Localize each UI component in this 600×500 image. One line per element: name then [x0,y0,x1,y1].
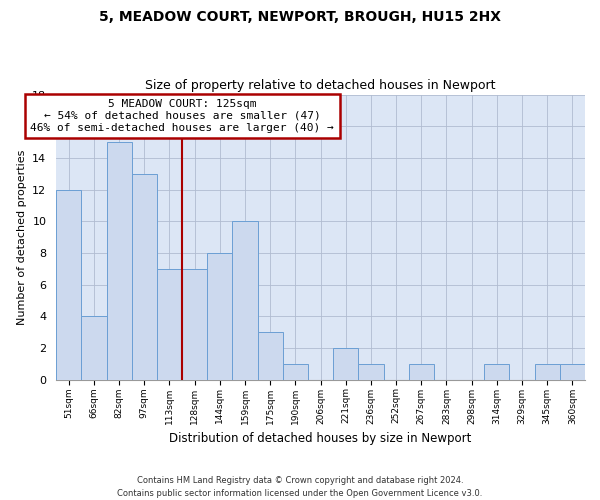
Bar [283,364,308,380]
Text: 5, MEADOW COURT, NEWPORT, BROUGH, HU15 2HX: 5, MEADOW COURT, NEWPORT, BROUGH, HU15 2… [99,10,501,24]
Bar [409,364,434,380]
Bar [157,269,182,380]
X-axis label: Distribution of detached houses by size in Newport: Distribution of detached houses by size … [169,432,472,445]
Bar [82,316,107,380]
Bar [333,348,358,380]
Bar [560,364,585,380]
Bar [358,364,383,380]
Bar [232,222,257,380]
Text: 5 MEADOW COURT: 125sqm
← 54% of detached houses are smaller (47)
46% of semi-det: 5 MEADOW COURT: 125sqm ← 54% of detached… [30,100,334,132]
Bar [257,332,283,380]
Bar [207,253,232,380]
Title: Size of property relative to detached houses in Newport: Size of property relative to detached ho… [145,79,496,92]
Bar [107,142,132,380]
Text: Contains HM Land Registry data © Crown copyright and database right 2024.
Contai: Contains HM Land Registry data © Crown c… [118,476,482,498]
Bar [56,190,82,380]
Y-axis label: Number of detached properties: Number of detached properties [17,150,27,325]
Bar [484,364,509,380]
Bar [132,174,157,380]
Bar [535,364,560,380]
Bar [182,269,207,380]
